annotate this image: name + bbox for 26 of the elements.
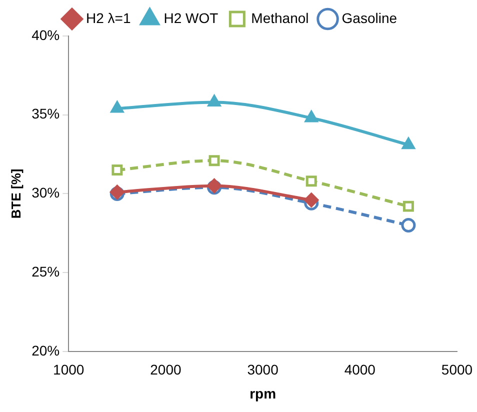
point [401,218,416,232]
point [402,200,414,212]
x-tick-label: 2000 [150,362,182,378]
legend-label: H2 λ=1 [86,10,131,26]
y-tick-label: 35% [32,106,60,122]
point [304,110,318,122]
x-tick-label: 4000 [344,362,376,378]
x-tick-label: 5000 [441,362,473,378]
y-tick-label: 20% [32,342,60,358]
y-axis-title: BTE [%] [8,168,24,219]
x-tick-label: 3000 [247,362,279,378]
point [306,176,317,187]
legend-label: H2 WOT [164,10,219,26]
point [208,94,221,106]
point [112,164,123,176]
legend-label: Methanol [251,10,309,26]
y-tick-label: 40% [32,26,60,43]
point [208,155,220,166]
legend-label: Gasoline [342,10,398,26]
y-tick-label: 25% [32,263,60,280]
y-tick-label: 30% [32,184,60,201]
x-tick-label: 1000 [53,362,84,378]
point [110,101,124,113]
point [402,138,415,150]
x-axis-title: rpm [250,385,276,402]
point [304,192,319,208]
